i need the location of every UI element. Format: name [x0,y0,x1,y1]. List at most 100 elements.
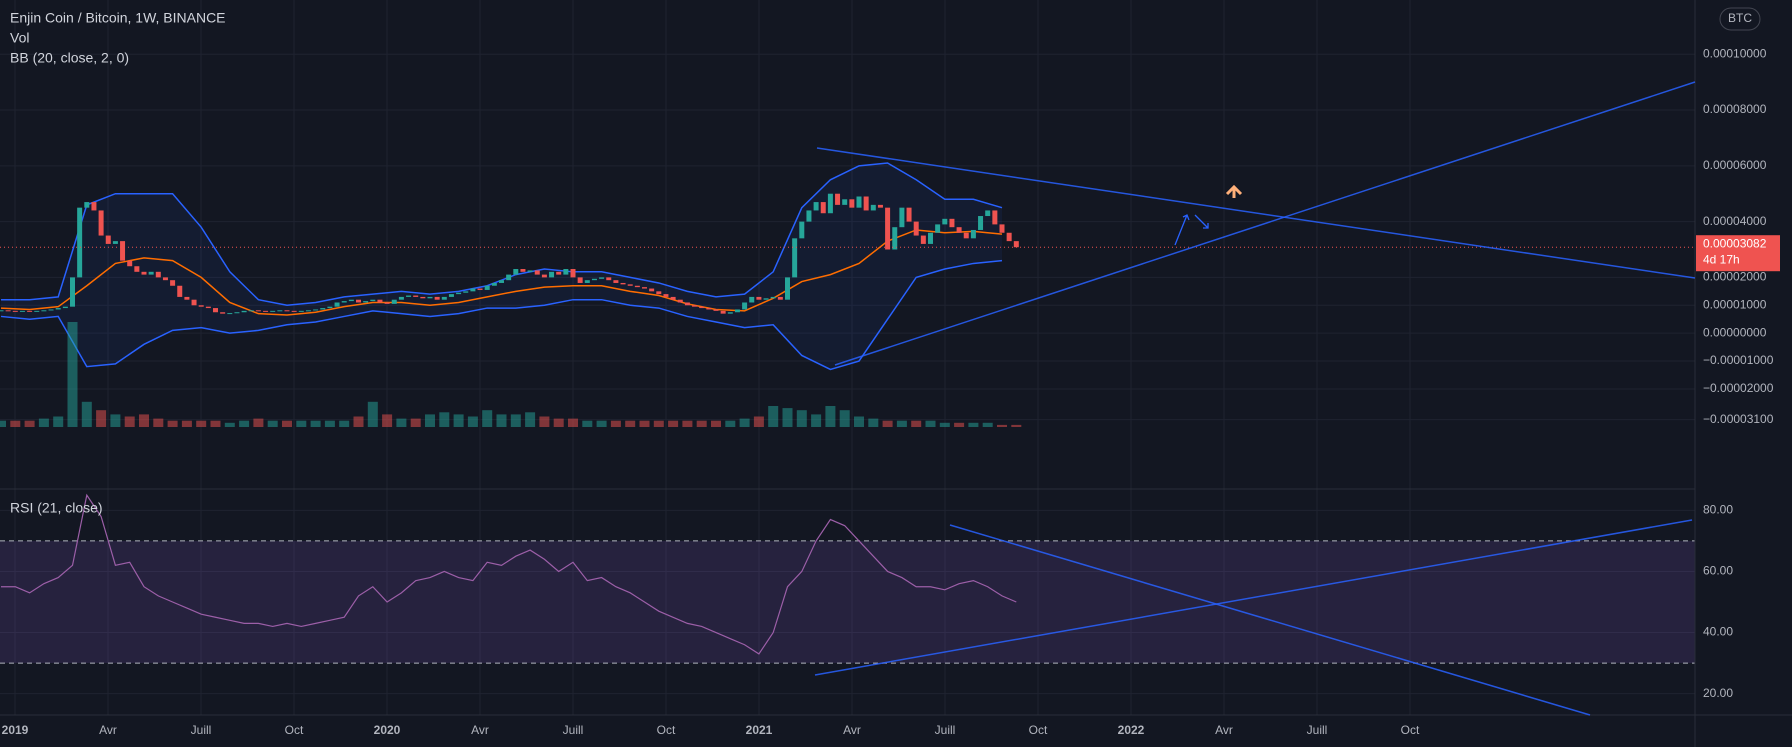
volume-bar [282,420,292,427]
volume-bar [167,420,178,427]
candle [584,280,590,283]
candle [162,277,168,281]
bb-fill [1,163,1002,370]
bb-basis [0,229,1003,316]
volume-bar [196,420,207,427]
candle [870,204,876,211]
volume-bar [939,422,950,427]
y-tick-label: −0.00002000 [1703,381,1774,395]
candle [413,295,419,297]
volume-bar [439,412,450,427]
x-tick-label: 2022 [1118,723,1145,737]
volume-bar [367,401,378,427]
candle [27,310,33,312]
candle [470,288,476,292]
volume-bar [896,420,907,427]
candle [248,310,254,312]
candle [0,310,4,312]
volume-bar [711,420,721,427]
candle [148,271,154,275]
candle [55,308,61,310]
candle [928,232,933,244]
candle [813,202,819,211]
candle [706,308,712,310]
candle [699,306,705,309]
candle [77,207,83,278]
volume-bar [81,401,92,427]
candle [84,202,90,208]
volume-bar [653,420,664,427]
volume-bar [968,422,979,427]
candle [835,193,841,205]
x-tick-label: 2021 [746,723,773,737]
volume-bar [997,424,1007,427]
volume-bar [38,418,49,427]
candle [541,274,547,278]
volume-bar [67,322,78,427]
volume-bar [467,416,478,427]
trend-line [814,519,1693,676]
candle [756,296,762,300]
candle [620,282,626,285]
volume-bar [210,420,221,427]
candle [906,207,912,222]
volume-bar [24,420,35,427]
candle [291,310,297,312]
candle [12,310,18,312]
volume-bar [353,416,364,427]
candle [127,260,133,267]
y-tick-label: 0.00010000 [1703,46,1767,60]
currency-badge[interactable] [1719,7,1761,31]
candle [956,227,962,233]
y-tick-label: 0.00001000 [1703,297,1767,311]
candle [599,277,605,279]
candle [134,266,140,272]
volume-bar [954,422,965,427]
candle [34,310,40,312]
indicator-label: Vol [10,30,29,46]
x-tick-label: Juill [191,723,212,737]
candle [999,224,1005,233]
volume-bar [696,420,707,427]
volume-bar [753,416,764,427]
volume-bar [110,414,121,427]
candle [513,269,519,275]
volume-bar [53,416,64,427]
candle [749,296,755,303]
x-tick-label: 2020 [374,723,401,737]
candle [663,294,669,297]
volume-bar [768,406,779,427]
volume-bar [339,420,350,427]
candle [899,207,905,228]
candle [649,288,655,292]
candle [591,278,597,281]
volume-bar [382,414,393,427]
candle [198,305,204,307]
candle [112,241,118,244]
volume-bar [811,414,822,427]
candle [670,296,676,300]
candle [734,309,740,313]
arrow-icon [1225,184,1243,198]
bb-lower [0,259,1003,371]
candle [642,287,647,289]
candle [220,312,226,314]
x-tick-label: Avr [843,723,861,737]
y-tick-label: 0.00008000 [1703,102,1767,116]
candle [777,296,783,300]
candle [48,309,54,311]
volume-bar [682,420,693,427]
volume-bar [582,420,593,427]
candle [155,271,161,278]
volume-bar [324,420,335,427]
candle [477,288,483,290]
candle [713,309,719,311]
candle [978,216,984,230]
volume-bar [668,420,679,427]
candle [627,284,633,286]
volume-bar [839,410,850,427]
y-tick-label: −0.00001000 [1703,353,1774,367]
y-tick-label: −0.00003100 [1703,412,1774,426]
projection-arrows [1174,214,1209,246]
